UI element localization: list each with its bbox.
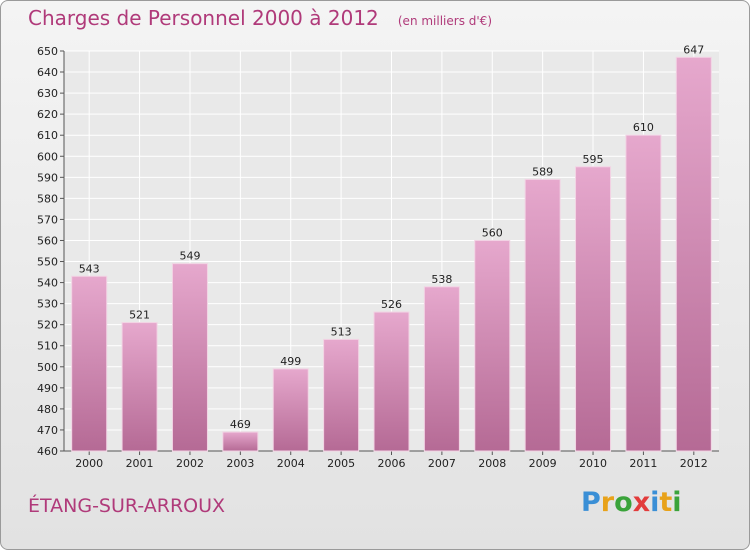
commune-name: ÉTANG-SUR-ARROUX xyxy=(28,495,226,517)
bar xyxy=(575,166,612,452)
bar xyxy=(272,368,309,452)
bar xyxy=(222,431,259,452)
labels: 460 470 480 490 500 510 520 530 540 550 560 570 580 5… xyxy=(37,43,708,470)
chart-title: Charges de Personnel 2000 à 2012 xyxy=(28,6,379,30)
value-label: 469 xyxy=(230,418,251,431)
x-tick-label: 2002 xyxy=(176,457,204,470)
x-tick-label: 2006 xyxy=(378,457,406,470)
bar xyxy=(121,322,158,452)
y-tick-label: 490 xyxy=(37,382,58,395)
logo-letter: i xyxy=(672,487,682,518)
value-label: 499 xyxy=(280,355,301,368)
x-tick-label: 2004 xyxy=(277,457,305,470)
value-label: 610 xyxy=(633,121,654,134)
value-label: 560 xyxy=(482,226,503,239)
value-label: 538 xyxy=(431,273,452,286)
title-row: Charges de Personnel 2000 à 2012 (en mil… xyxy=(28,6,492,30)
value-label: 595 xyxy=(583,153,604,166)
y-tick-label: 500 xyxy=(37,361,58,374)
logo-letter: P xyxy=(581,487,601,518)
bar xyxy=(423,286,460,452)
x-tick-label: 2007 xyxy=(428,457,456,470)
y-tick-label: 610 xyxy=(37,129,58,142)
value-label: 543 xyxy=(79,262,100,275)
logo-letter: x xyxy=(632,487,651,518)
y-tick-label: 560 xyxy=(37,234,58,247)
value-label: 647 xyxy=(683,43,704,56)
bar xyxy=(323,338,360,452)
logo-letter: t xyxy=(659,487,673,518)
y-tick-label: 540 xyxy=(37,277,58,290)
bar xyxy=(524,178,561,452)
y-tick-label: 640 xyxy=(37,66,58,79)
y-tick-label: 470 xyxy=(37,424,58,437)
logo-letter: i xyxy=(650,487,660,518)
bar xyxy=(373,311,410,452)
value-label: 526 xyxy=(381,298,402,311)
x-tick-label: 2001 xyxy=(126,457,154,470)
value-label: 589 xyxy=(532,165,553,178)
logo-letter: r xyxy=(600,487,615,518)
chart-subtitle: (en milliers d'€) xyxy=(397,14,492,28)
value-label: 513 xyxy=(331,325,352,338)
bar xyxy=(71,275,108,452)
y-tick-label: 650 xyxy=(37,45,58,58)
x-tick-label: 2012 xyxy=(680,457,708,470)
y-tick-label: 530 xyxy=(37,298,58,311)
proxiti-logo: Proxiti xyxy=(581,487,682,518)
x-tick-label: 2010 xyxy=(579,457,607,470)
bar xyxy=(625,134,662,452)
y-tick-label: 550 xyxy=(37,256,58,269)
y-tick-label: 620 xyxy=(37,108,58,121)
y-tick-label: 630 xyxy=(37,87,58,100)
y-tick-label: 600 xyxy=(37,150,58,163)
y-tick-label: 520 xyxy=(37,319,58,332)
x-tick-label: 2005 xyxy=(327,457,355,470)
y-tick-label: 460 xyxy=(37,445,58,458)
value-label: 549 xyxy=(179,250,200,263)
x-tick-label: 2008 xyxy=(478,457,506,470)
bar xyxy=(474,239,511,452)
x-tick-label: 2011 xyxy=(629,457,657,470)
logo-letter: o xyxy=(614,487,633,518)
x-tick-label: 2000 xyxy=(75,457,103,470)
x-tick-label: 2009 xyxy=(529,457,557,470)
y-tick-label: 570 xyxy=(37,213,58,226)
y-tick-label: 590 xyxy=(37,171,58,184)
bars xyxy=(71,56,712,452)
value-label: 521 xyxy=(129,309,150,322)
y-tick-label: 480 xyxy=(37,403,58,416)
y-tick-label: 510 xyxy=(37,340,58,353)
bar xyxy=(675,56,712,452)
bar xyxy=(171,263,208,452)
y-tick-label: 580 xyxy=(37,192,58,205)
x-tick-label: 2003 xyxy=(226,457,254,470)
